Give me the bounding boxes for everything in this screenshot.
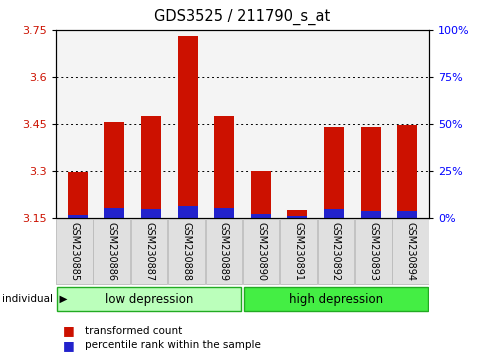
Text: GSM230890: GSM230890 <box>256 222 266 281</box>
Text: low depression: low depression <box>105 293 193 306</box>
Bar <box>68 172 88 218</box>
Bar <box>213 116 234 218</box>
Text: ■: ■ <box>63 339 78 352</box>
Text: GSM230891: GSM230891 <box>293 222 303 281</box>
Text: GSM230888: GSM230888 <box>181 222 191 281</box>
Bar <box>242 219 279 284</box>
Text: GSM230894: GSM230894 <box>405 222 415 281</box>
Text: GSM230887: GSM230887 <box>144 222 154 281</box>
Bar <box>392 219 428 284</box>
Bar <box>131 219 167 284</box>
Text: GSM230885: GSM230885 <box>69 222 79 281</box>
Bar <box>396 125 416 218</box>
Bar <box>250 171 271 218</box>
Bar <box>57 287 241 311</box>
Text: GSM230893: GSM230893 <box>367 222 378 281</box>
Bar <box>243 287 427 311</box>
Bar <box>168 219 204 284</box>
Bar <box>323 127 343 218</box>
Bar <box>287 210 307 218</box>
Bar <box>141 209 161 218</box>
Bar <box>396 211 416 218</box>
Text: GDS3525 / 211790_s_at: GDS3525 / 211790_s_at <box>154 9 330 25</box>
Bar <box>177 36 197 218</box>
Bar <box>104 122 124 218</box>
Bar <box>213 208 234 218</box>
Bar <box>205 219 242 284</box>
Bar <box>68 215 88 218</box>
Text: GSM230892: GSM230892 <box>330 222 340 281</box>
Text: percentile rank within the sample: percentile rank within the sample <box>85 340 260 350</box>
Text: GSM230889: GSM230889 <box>218 222 228 281</box>
Bar <box>104 208 124 218</box>
Bar <box>323 209 343 218</box>
Bar <box>354 219 391 284</box>
Text: individual  ▶: individual ▶ <box>2 294 68 304</box>
Bar <box>287 216 307 218</box>
Bar <box>360 211 380 218</box>
Bar <box>280 219 316 284</box>
Bar <box>177 206 197 218</box>
Text: GSM230886: GSM230886 <box>106 222 117 281</box>
Bar <box>250 214 271 218</box>
Bar <box>141 116 161 218</box>
Text: ■: ■ <box>63 325 78 337</box>
Text: high depression: high depression <box>288 293 382 306</box>
Text: transformed count: transformed count <box>85 326 182 336</box>
Bar <box>93 219 130 284</box>
Bar <box>360 127 380 218</box>
Bar <box>317 219 353 284</box>
Bar <box>56 219 92 284</box>
